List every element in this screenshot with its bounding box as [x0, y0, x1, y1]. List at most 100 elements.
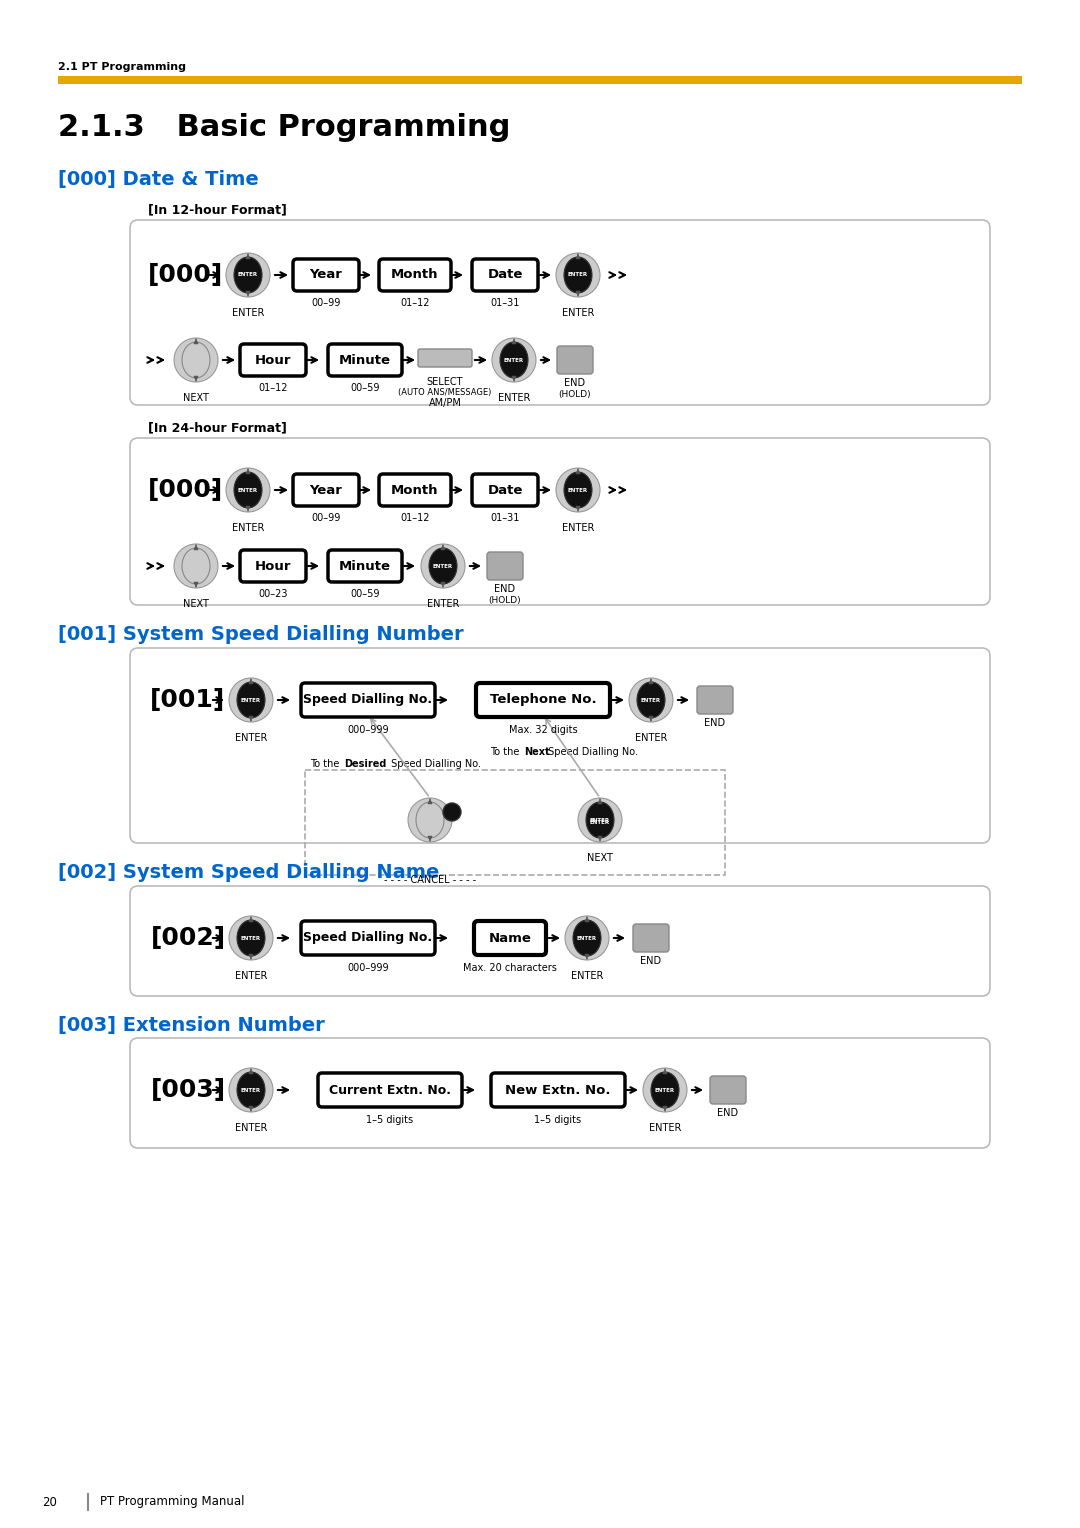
Circle shape: [556, 468, 600, 512]
Text: Next: Next: [524, 747, 550, 756]
Text: New Extn. No.: New Extn. No.: [505, 1083, 611, 1097]
Circle shape: [643, 1068, 687, 1112]
Circle shape: [226, 468, 270, 512]
Ellipse shape: [586, 802, 615, 837]
Text: Date: Date: [487, 483, 523, 497]
Text: [002]: [002]: [150, 926, 226, 950]
FancyBboxPatch shape: [130, 1038, 990, 1148]
Text: ENTER: ENTER: [590, 817, 610, 822]
FancyBboxPatch shape: [418, 348, 472, 367]
Text: Max. 32 digits: Max. 32 digits: [509, 724, 578, 735]
Circle shape: [629, 678, 673, 723]
Text: PT Programming Manual: PT Programming Manual: [100, 1496, 244, 1508]
Text: SELECT: SELECT: [427, 377, 463, 387]
Bar: [58, 76, 1022, 84]
Text: Hour: Hour: [255, 353, 292, 367]
Text: ENTER: ENTER: [635, 733, 667, 743]
Text: NEXT: NEXT: [184, 393, 208, 403]
FancyBboxPatch shape: [240, 344, 306, 376]
FancyBboxPatch shape: [130, 886, 990, 996]
Text: [003]: [003]: [150, 1077, 226, 1102]
FancyBboxPatch shape: [472, 474, 538, 506]
Text: Name: Name: [488, 932, 531, 944]
Text: Hour: Hour: [255, 559, 292, 573]
Text: ENTER: ENTER: [654, 1088, 675, 1093]
Text: Speed Dialling No.: Speed Dialling No.: [388, 759, 481, 769]
Text: 01–12: 01–12: [258, 384, 287, 393]
Text: 000–999: 000–999: [347, 724, 389, 735]
Text: Max. 20 characters: Max. 20 characters: [463, 963, 557, 973]
Circle shape: [408, 798, 453, 842]
Text: ENTER: ENTER: [232, 523, 265, 533]
FancyBboxPatch shape: [240, 550, 306, 582]
Text: - - - - CANCEL - - - -: - - - - CANCEL - - - -: [383, 876, 476, 885]
Text: ENTER: ENTER: [241, 1088, 261, 1093]
FancyBboxPatch shape: [476, 683, 610, 717]
Text: 00–59: 00–59: [350, 588, 380, 599]
Text: 00–59: 00–59: [350, 384, 380, 393]
Text: 2.1.3   Basic Programming: 2.1.3 Basic Programming: [58, 113, 511, 142]
Text: [000]: [000]: [147, 263, 222, 287]
Text: 000–999: 000–999: [347, 963, 389, 973]
Text: 2.1 PT Programming: 2.1 PT Programming: [58, 63, 186, 72]
Text: ENTER: ENTER: [241, 935, 261, 941]
Text: 01–31: 01–31: [490, 298, 519, 309]
Text: [001] System Speed Dialling Number: [001] System Speed Dialling Number: [58, 625, 463, 645]
Text: Month: Month: [391, 269, 438, 281]
FancyBboxPatch shape: [328, 344, 402, 376]
Text: ENTER: ENTER: [568, 487, 589, 492]
Text: (HOLD): (HOLD): [558, 390, 592, 399]
Text: To the: To the: [490, 747, 523, 756]
FancyBboxPatch shape: [130, 439, 990, 605]
Ellipse shape: [564, 257, 592, 293]
Text: Telephone No.: Telephone No.: [489, 694, 596, 706]
Text: Speed Dialling No.: Speed Dialling No.: [303, 932, 433, 944]
Text: ENTER: ENTER: [238, 487, 258, 492]
Text: ENTER: ENTER: [427, 599, 459, 610]
Text: ENTER: ENTER: [562, 523, 594, 533]
Text: END: END: [495, 584, 515, 594]
Text: 00–23: 00–23: [258, 588, 287, 599]
Text: Speed Dialling No.: Speed Dialling No.: [303, 694, 433, 706]
FancyBboxPatch shape: [130, 648, 990, 843]
Text: Current Extn. No.: Current Extn. No.: [329, 1083, 451, 1097]
FancyBboxPatch shape: [697, 686, 733, 714]
Text: ENTER: ENTER: [241, 697, 261, 703]
Text: NEXT: NEXT: [588, 853, 613, 863]
Text: END: END: [704, 718, 726, 727]
Circle shape: [174, 544, 218, 588]
Ellipse shape: [429, 549, 457, 584]
Text: Desired: Desired: [345, 759, 387, 769]
Ellipse shape: [183, 549, 210, 584]
Text: AM/PM: AM/PM: [429, 397, 461, 408]
Ellipse shape: [637, 681, 665, 718]
Text: [002] System Speed Dialling Name: [002] System Speed Dialling Name: [58, 863, 440, 883]
Text: (HOLD): (HOLD): [488, 596, 522, 605]
Text: Date: Date: [487, 269, 523, 281]
Circle shape: [421, 544, 465, 588]
FancyBboxPatch shape: [293, 260, 359, 290]
Ellipse shape: [234, 472, 262, 507]
Circle shape: [578, 798, 622, 842]
Text: ENTER: ENTER: [640, 697, 661, 703]
FancyBboxPatch shape: [318, 1073, 462, 1106]
Text: 01–12: 01–12: [401, 513, 430, 523]
Ellipse shape: [651, 1073, 679, 1108]
Circle shape: [492, 338, 536, 382]
FancyBboxPatch shape: [472, 260, 538, 290]
Text: ENTER: ENTER: [232, 309, 265, 318]
Text: [003] Extension Number: [003] Extension Number: [58, 1016, 325, 1034]
Circle shape: [229, 915, 273, 960]
Text: ENTER: ENTER: [234, 1123, 267, 1132]
Text: ENTER: ENTER: [568, 272, 589, 278]
Ellipse shape: [234, 257, 262, 293]
FancyBboxPatch shape: [633, 924, 669, 952]
Ellipse shape: [237, 920, 265, 957]
Circle shape: [229, 678, 273, 723]
Ellipse shape: [564, 472, 592, 507]
FancyBboxPatch shape: [379, 474, 451, 506]
Text: ENTER: ENTER: [498, 393, 530, 403]
Text: ENTER: ENTER: [571, 970, 604, 981]
Text: [000] Date & Time: [000] Date & Time: [58, 171, 259, 189]
Text: ENTER: ENTER: [234, 733, 267, 743]
